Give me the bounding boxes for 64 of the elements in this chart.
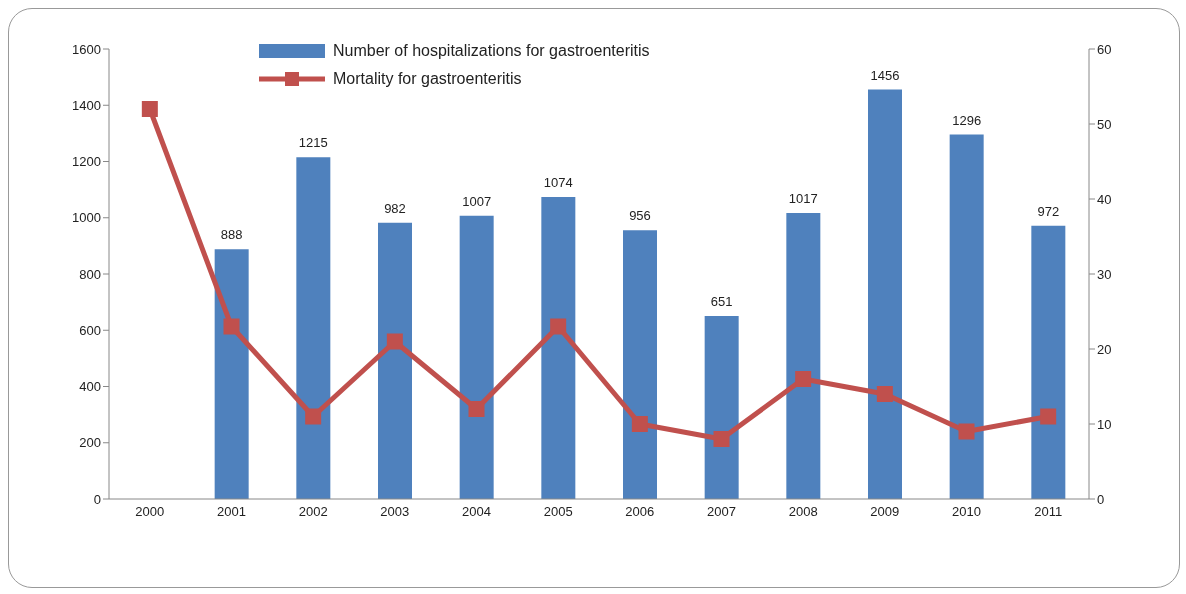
bar	[541, 196, 576, 499]
point	[468, 401, 485, 417]
point	[386, 333, 403, 350]
y-tick-label: 1600	[72, 41, 101, 57]
data-label: 972	[1037, 203, 1060, 219]
y-tick-label: 200	[79, 435, 101, 451]
data-label: 956	[629, 208, 651, 224]
y-tick-label: 1400	[72, 97, 101, 113]
y2-tick-label: 50	[1097, 116, 1112, 132]
y-tick-label: 1000	[72, 210, 101, 226]
bar	[704, 315, 739, 499]
legend-label: Number of hospitalizations for gastroenteritis	[333, 41, 650, 61]
y-tick-label: 1200	[72, 154, 101, 170]
y-tick-label: 0	[93, 491, 101, 507]
data-label: 1456	[870, 67, 900, 83]
data-label: 888	[220, 227, 243, 243]
x-tick-label: 2004	[462, 504, 491, 520]
data-label: 1074	[543, 174, 573, 190]
y2-tick-label: 20	[1097, 341, 1112, 357]
x-tick-label: 2006	[625, 504, 655, 520]
x-tick-label: 2010	[952, 504, 981, 520]
y2-tick-label: 0	[1097, 491, 1105, 507]
bar	[1031, 225, 1066, 499]
point	[141, 101, 158, 117]
data-label: 1296	[952, 112, 982, 128]
x-tick-label: 2003	[380, 504, 410, 520]
bar	[949, 134, 984, 499]
point	[713, 431, 730, 447]
data-label: 1007	[462, 193, 492, 209]
y-tick-label: 800	[79, 266, 101, 282]
x-tick-label: 2001	[217, 504, 246, 520]
x-tick-label: 2000	[135, 504, 165, 520]
point	[795, 371, 812, 387]
y2-tick-label: 60	[1097, 41, 1112, 57]
data-label: 1017	[788, 190, 818, 206]
x-tick-label: 2008	[788, 504, 818, 520]
point	[223, 318, 240, 335]
y-tick-label: 400	[79, 379, 101, 395]
y-tick-label: 600	[79, 322, 101, 338]
bar	[296, 157, 331, 499]
y2-tick-label: 10	[1097, 416, 1112, 432]
x-tick-label: 2011	[1034, 504, 1063, 520]
y2-tick-label: 30	[1097, 266, 1112, 282]
bar	[459, 215, 494, 499]
bar	[378, 222, 412, 499]
point	[1040, 408, 1057, 425]
point	[876, 386, 893, 402]
bar	[623, 230, 657, 499]
data-label: 651	[710, 293, 733, 309]
point	[305, 408, 322, 425]
bar	[786, 212, 821, 499]
y2-tick-label: 40	[1097, 191, 1112, 207]
data-label: 982	[384, 200, 406, 216]
x-tick-label: 2005	[543, 504, 573, 520]
x-tick-label: 2007	[707, 504, 736, 520]
point	[958, 423, 975, 440]
point	[550, 318, 567, 335]
point	[631, 416, 648, 432]
x-tick-label: 2002	[298, 504, 328, 520]
bar	[868, 89, 902, 499]
legend-label: Mortality for gastroenteritis	[333, 69, 522, 89]
x-tick-label: 2009	[870, 504, 900, 520]
bar	[214, 249, 249, 499]
data-label: 1215	[298, 135, 328, 151]
